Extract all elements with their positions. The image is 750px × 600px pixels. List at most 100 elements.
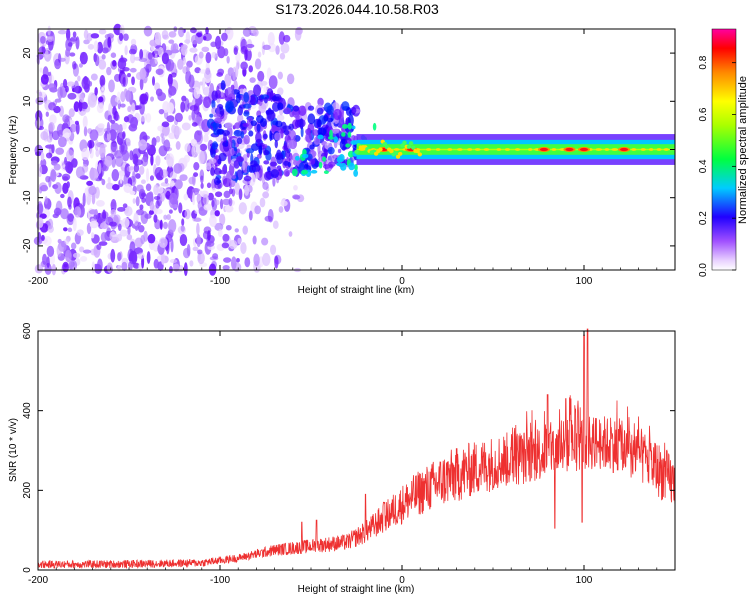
heatmap-cell bbox=[288, 123, 295, 131]
heatmap-cell bbox=[272, 176, 276, 187]
heatmap-cell bbox=[155, 200, 160, 209]
heatmap-cell bbox=[149, 175, 155, 181]
heatmap-cell bbox=[323, 170, 329, 175]
heatmap-cell bbox=[76, 229, 84, 236]
heatmap-cell bbox=[181, 218, 185, 226]
heatmap-cell bbox=[131, 250, 137, 265]
heatmap-cell bbox=[67, 92, 77, 100]
heatmap-cell bbox=[106, 121, 111, 135]
spectrogram-y-ticks: -20 -10 0 10 20 bbox=[22, 47, 675, 253]
heatmap-cell bbox=[317, 97, 324, 107]
heatmap-cell bbox=[110, 139, 117, 153]
heatmap-cell bbox=[98, 96, 104, 103]
x-tick-label: -100 bbox=[210, 575, 230, 586]
heatmap-cell bbox=[48, 176, 52, 188]
heatmap-cell bbox=[248, 65, 253, 73]
heatmap-cell bbox=[205, 27, 209, 35]
heatmap-cell bbox=[220, 80, 226, 91]
band-bead bbox=[435, 148, 441, 151]
heatmap-cell bbox=[94, 139, 99, 152]
heatmap-cell bbox=[101, 178, 106, 186]
heatmap-cell bbox=[267, 31, 275, 46]
heatmap-cell bbox=[122, 122, 127, 130]
heatmap-cell bbox=[257, 51, 262, 58]
band-onset bbox=[408, 141, 414, 146]
heatmap-cell bbox=[145, 63, 152, 73]
colorbar-gradient bbox=[711, 28, 737, 271]
heatmap-cell bbox=[223, 190, 231, 199]
heatmap-cell bbox=[139, 67, 147, 80]
heatmap-cell bbox=[225, 225, 232, 231]
heatmap-cell bbox=[44, 196, 48, 205]
heatmap-cell bbox=[218, 123, 222, 129]
heatmap-cell bbox=[262, 181, 269, 191]
heatmap-cell bbox=[112, 60, 117, 67]
heatmap-cell bbox=[91, 261, 95, 274]
heatmap-cell bbox=[213, 167, 222, 175]
heatmap-cell bbox=[200, 182, 204, 189]
heatmap-cell bbox=[112, 184, 120, 191]
heatmap-cell bbox=[125, 137, 131, 147]
heatmap-cell bbox=[340, 162, 347, 171]
heatmap-cell bbox=[168, 209, 173, 214]
heatmap-cell bbox=[174, 112, 183, 123]
spectrogram-ylabel: Frequency (Hz) bbox=[8, 116, 19, 185]
heatmap-cell bbox=[138, 112, 148, 122]
heatmap-cell bbox=[180, 225, 185, 232]
heatmap-cell bbox=[70, 242, 77, 250]
heatmap-cell bbox=[107, 114, 113, 122]
heatmap-cell bbox=[253, 253, 260, 267]
heatmap-cell bbox=[132, 262, 141, 269]
heatmap-cell bbox=[57, 238, 62, 244]
heatmap-cell bbox=[337, 148, 342, 154]
heatmap-cell bbox=[252, 235, 257, 245]
heatmap-cell bbox=[107, 176, 111, 184]
heatmap-cell bbox=[127, 73, 131, 78]
heatmap-cell bbox=[124, 163, 130, 178]
heatmap-cell bbox=[189, 260, 194, 267]
heatmap-cell bbox=[255, 132, 262, 144]
heatmap-cell bbox=[169, 180, 175, 187]
heatmap-cell bbox=[274, 255, 279, 269]
band-onset bbox=[382, 141, 388, 146]
heatmap-cell bbox=[263, 144, 268, 149]
heatmap-cell bbox=[168, 39, 175, 44]
heatmap-cell bbox=[227, 152, 232, 165]
heatmap-cell bbox=[332, 108, 342, 121]
y-tick-label: 0 bbox=[22, 567, 33, 573]
heatmap-cell bbox=[233, 129, 243, 137]
heatmap-cell bbox=[191, 174, 196, 186]
heatmap-cell bbox=[48, 102, 57, 111]
heatmap-cell bbox=[237, 106, 244, 116]
heatmap-cell bbox=[209, 214, 217, 227]
heatmap-cell bbox=[211, 187, 217, 192]
heatmap-cell bbox=[116, 233, 123, 242]
heatmap-cell bbox=[65, 28, 71, 41]
heatmap-cell bbox=[271, 96, 280, 102]
heatmap-cell bbox=[267, 43, 277, 53]
heatmap-cell bbox=[39, 213, 47, 219]
heatmap-cell bbox=[98, 241, 108, 246]
heatmap-cell bbox=[188, 114, 192, 121]
heatmap-cell bbox=[89, 167, 99, 181]
heatmap-cell bbox=[242, 153, 248, 164]
band-bead bbox=[631, 148, 637, 151]
heatmap-cell bbox=[90, 73, 98, 81]
colorbar-tick-label: 0.4 bbox=[698, 159, 709, 173]
heatmap-cell bbox=[165, 153, 175, 167]
heatmap-cell bbox=[226, 56, 230, 64]
heatmap-cell bbox=[169, 171, 177, 180]
heatmap-cell bbox=[154, 31, 162, 45]
heatmap-cell bbox=[162, 34, 170, 40]
heatmap-cell bbox=[99, 144, 106, 158]
heatmap-cell bbox=[65, 85, 69, 93]
heatmap-cell bbox=[96, 41, 104, 54]
heatmap-cell bbox=[318, 161, 323, 169]
heatmap-cell bbox=[160, 182, 170, 187]
band-bead bbox=[426, 148, 432, 151]
heatmap-cell bbox=[149, 39, 157, 47]
colorbar-label: Normalized spectral amplitude bbox=[737, 76, 749, 224]
heatmap-cell bbox=[222, 264, 230, 271]
heatmap-cell bbox=[59, 57, 66, 62]
